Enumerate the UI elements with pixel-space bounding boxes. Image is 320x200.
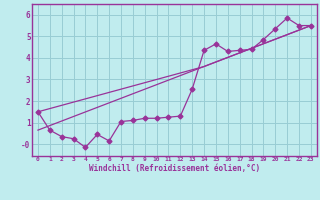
- X-axis label: Windchill (Refroidissement éolien,°C): Windchill (Refroidissement éolien,°C): [89, 164, 260, 173]
